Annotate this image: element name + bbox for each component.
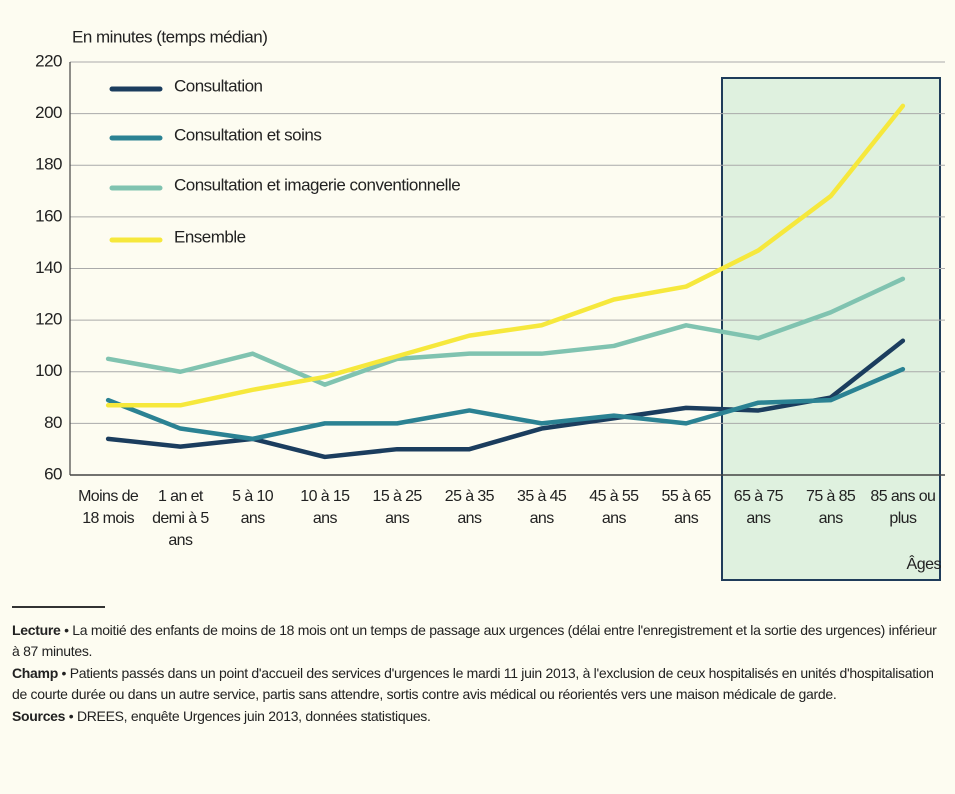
line-series	[105, 276, 906, 387]
legend-label: Consultation et soins	[174, 125, 321, 144]
x-tick-label: 15 à 25 ans	[372, 488, 423, 527]
notes: Lecture • La moitié des enfants de moins…	[12, 620, 947, 728]
x-tick-label: 45 à 55 ans	[589, 488, 639, 527]
grid	[70, 61, 945, 476]
y-tick-label: 140	[35, 258, 62, 277]
line-series	[105, 338, 906, 460]
y-tick-label: 160	[35, 206, 62, 225]
y-tick-label: 60	[44, 464, 62, 483]
x-tick-label: Moins de 18 mois	[78, 488, 139, 527]
x-tick-label: 65 à 75 ans	[733, 488, 784, 527]
x-tick-label: 10 à 15 ans	[300, 488, 350, 527]
note-text: • DREES, enquête Urgences juin 2013, don…	[68, 708, 431, 724]
y-tick-label: 80	[44, 413, 62, 432]
y-tick-label: 100	[35, 361, 62, 380]
note-label: Sources	[12, 708, 66, 724]
highlight-box	[721, 77, 941, 581]
legend-label: Consultation et imagerie conventionnelle	[174, 175, 460, 194]
legend-label: Ensemble	[174, 227, 246, 246]
chart: En minutes (temps médian) 60 80 100 120 140 1…	[35, 27, 945, 581]
x-tick-label: 35 à 45 ans	[517, 488, 567, 527]
y-tick-label: 180	[35, 155, 62, 174]
note-label: Lecture	[12, 622, 61, 638]
x-tick-label: 25 à 35 ans	[444, 488, 495, 527]
note: Lecture • La moitié des enfants de moins…	[12, 620, 947, 662]
legend-label: Consultation	[174, 76, 263, 95]
y-axis-label: En minutes (temps médian)	[72, 27, 267, 46]
x-axis-label: Âges	[906, 556, 942, 573]
note-text: • La moitié des enfants de moins de 18 m…	[12, 622, 937, 659]
y-tick-label: 220	[35, 51, 62, 70]
separator	[12, 606, 105, 608]
x-tick-label: 55 à 65 ans	[661, 488, 712, 527]
x-tick-label: 75 à 85 ans	[806, 488, 856, 527]
x-tick-label: 5 à 10 ans	[232, 488, 274, 527]
line-series	[105, 103, 906, 408]
note: Sources • DREES, enquête Urgences juin 2…	[12, 706, 947, 727]
x-tick-label: 85 ans ou plus	[870, 488, 936, 527]
note-text: • Patients passés dans un point d'accuei…	[12, 665, 934, 702]
note: Champ • Patients passés dans un point d'…	[12, 663, 947, 705]
x-tick-label: 1 an et demi à 5 ans	[152, 488, 209, 549]
note-label: Champ	[12, 665, 58, 681]
y-tick-label: 200	[35, 103, 62, 122]
y-tick-label: 120	[35, 310, 62, 329]
line-series	[105, 366, 906, 442]
